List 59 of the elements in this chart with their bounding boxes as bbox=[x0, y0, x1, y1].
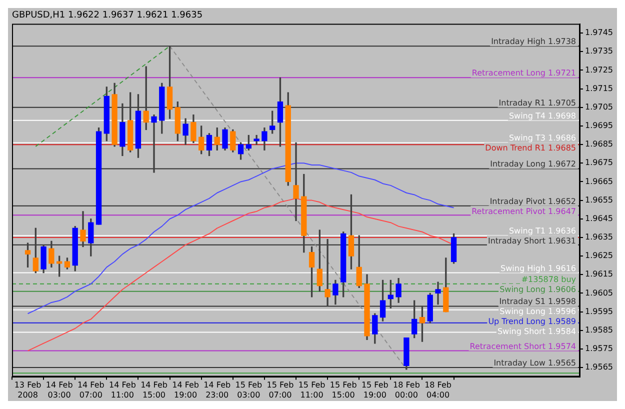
y-tick-label: 1.9685 bbox=[585, 140, 614, 149]
candlestick bbox=[435, 282, 441, 305]
y-tick-label: 1.9705 bbox=[585, 102, 614, 112]
candlestick bbox=[293, 142, 299, 222]
candlestick bbox=[324, 238, 330, 307]
ref-line-label: Retracement Short 1.9574 bbox=[470, 342, 576, 351]
y-tick-label: 1.9625 bbox=[585, 251, 614, 260]
x-tick-label: 14 Feb 07:00 bbox=[77, 380, 104, 400]
ref-line-label: Swing High 1.9616 bbox=[500, 264, 576, 273]
y-tick-label: 1.9635 bbox=[585, 232, 614, 242]
y-tick-label: 1.9645 bbox=[585, 214, 614, 223]
ref-line-label: Swing Short 1.9584 bbox=[497, 327, 576, 336]
ref-line-label: Swing T1 1.9636 bbox=[508, 226, 576, 236]
x-tick-label: 14 Feb 23:00 bbox=[204, 380, 231, 400]
y-tick-label: 1.9675 bbox=[585, 158, 614, 168]
x-tick-label: 15 Feb 15:00 bbox=[330, 380, 357, 400]
candlestick bbox=[151, 114, 157, 173]
y-tick-label: 1.9585 bbox=[585, 325, 614, 334]
y-tick-label: 1.9565 bbox=[585, 362, 614, 372]
ref-line-label: Retracement Long 1.9721 bbox=[472, 68, 576, 78]
y-tick-label: 1.9745 bbox=[585, 28, 614, 38]
chart-title: GBPUSD,H1 1.9622 1.9637 1.9621 1.9635 bbox=[12, 10, 203, 21]
candlestick bbox=[254, 134, 260, 145]
ref-line-label: Intraday High 1.9738 bbox=[491, 37, 576, 46]
y-tick-label: 1.9605 bbox=[585, 288, 614, 298]
ref-line-label: Swing Long 1.9606 bbox=[500, 284, 576, 294]
ref-line-label: Swing Long 1.9596 bbox=[500, 307, 576, 316]
x-tick-label: 14 Feb 03:00 bbox=[46, 380, 73, 400]
ref-line-label: Intraday R1 1.9705 bbox=[498, 98, 576, 108]
y-tick-label: 1.9595 bbox=[585, 306, 614, 316]
ref-line-label: Up Trend Long 1.9589 bbox=[488, 317, 576, 326]
y-tick-label: 1.9715 bbox=[585, 84, 614, 93]
ref-line-label: Intraday Long 1.9672 bbox=[490, 160, 576, 169]
y-tick-label: 1.9695 bbox=[585, 121, 614, 130]
y-tick-label: 1.9735 bbox=[585, 46, 614, 56]
x-tick-label: 15 Feb 19:00 bbox=[361, 380, 388, 400]
y-tick-label: 1.9665 bbox=[585, 176, 614, 186]
ref-line-label: Intraday Low 1.9565 bbox=[494, 358, 576, 368]
ref-line-label: Intraday Pivot 1.9652 bbox=[490, 196, 576, 206]
ref-line-label: Swing T3 1.9686 bbox=[508, 134, 576, 143]
y-tick-label: 1.9575 bbox=[585, 344, 614, 354]
ref-line-label: Down Trend R1 1.9685 bbox=[485, 144, 576, 153]
x-tick-label: 13 Feb 2008 bbox=[14, 380, 42, 400]
x-tick-label: 18 Feb 04:00 bbox=[424, 380, 452, 400]
x-tick-label: 15 Feb 03:00 bbox=[235, 380, 262, 400]
x-tick-label: 14 Feb 19:00 bbox=[172, 380, 200, 400]
ref-line-label: Retracement Pivot 1.9647 bbox=[472, 206, 576, 216]
ref-line-label: #135878 buy bbox=[521, 274, 576, 284]
ref-line-label: Intraday S1 1.9598 bbox=[499, 297, 576, 306]
x-tick-label: 15 Feb 07:00 bbox=[266, 380, 294, 400]
y-tick-label: 1.9655 bbox=[585, 195, 614, 204]
x-tick-label: 15 Feb 11:00 bbox=[298, 380, 326, 400]
x-tick-label: 14 Feb 15:00 bbox=[140, 380, 168, 400]
ref-line-label: Intraday Short 1.9631 bbox=[488, 236, 576, 246]
ref-line-label: Swing T4 1.9698 bbox=[508, 111, 576, 120]
y-tick-label: 1.9615 bbox=[585, 270, 614, 279]
y-tick-label: 1.9725 bbox=[585, 65, 614, 74]
x-tick-label: 18 Feb 00:00 bbox=[393, 380, 420, 400]
x-tick-label: 14 Feb 11:00 bbox=[109, 380, 136, 400]
